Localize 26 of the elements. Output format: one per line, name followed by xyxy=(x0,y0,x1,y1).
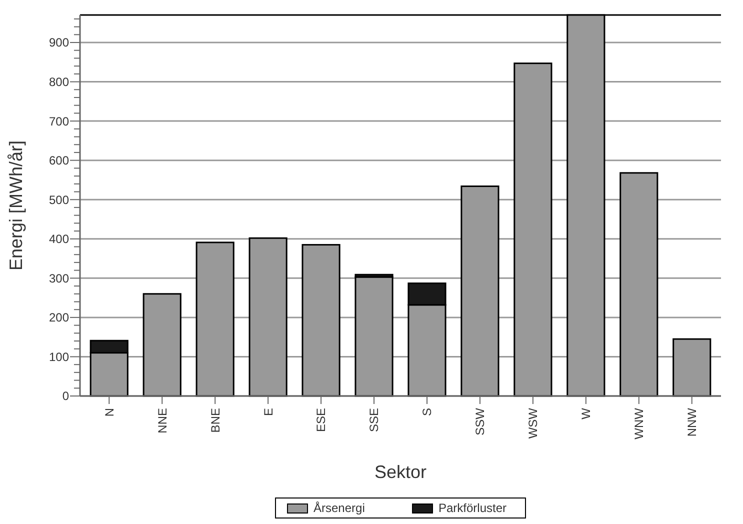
legend-label: Parkförluster xyxy=(438,501,507,516)
x-tick-label: NNW xyxy=(685,407,700,437)
y-tick-label: 400 xyxy=(48,232,70,246)
x-tick-label: SSE xyxy=(367,408,382,432)
y-tick-label: 500 xyxy=(48,192,70,207)
y-axis-title: Energi [MWh/år] xyxy=(6,140,26,271)
x-tick-label: NNE xyxy=(155,408,170,434)
y-tick-label: 200 xyxy=(48,310,70,325)
x-tick-label: S xyxy=(420,408,434,416)
x-tick-label: WSW xyxy=(526,407,540,439)
y-tick-label: 0 xyxy=(62,389,70,404)
y-tick-label: 800 xyxy=(48,74,70,89)
legend-label: Årsenergi xyxy=(314,501,365,516)
x-tick-label: ESE xyxy=(314,408,328,432)
y-tick-label: 100 xyxy=(48,350,70,364)
y-tick-label: 600 xyxy=(48,154,70,168)
x-tick-label: SSW xyxy=(473,407,488,436)
y-tick-label: 300 xyxy=(48,271,70,286)
x-tick-label: W xyxy=(579,407,594,420)
x-tick-label: N xyxy=(102,408,116,417)
y-tick-label: 900 xyxy=(48,36,70,50)
x-axis-title: Sektor xyxy=(374,462,427,482)
y-tick-label: 700 xyxy=(48,114,70,128)
x-tick-label: WNW xyxy=(632,407,646,440)
x-tick-label: E xyxy=(261,408,276,416)
x-tick-label: BNE xyxy=(208,408,222,433)
